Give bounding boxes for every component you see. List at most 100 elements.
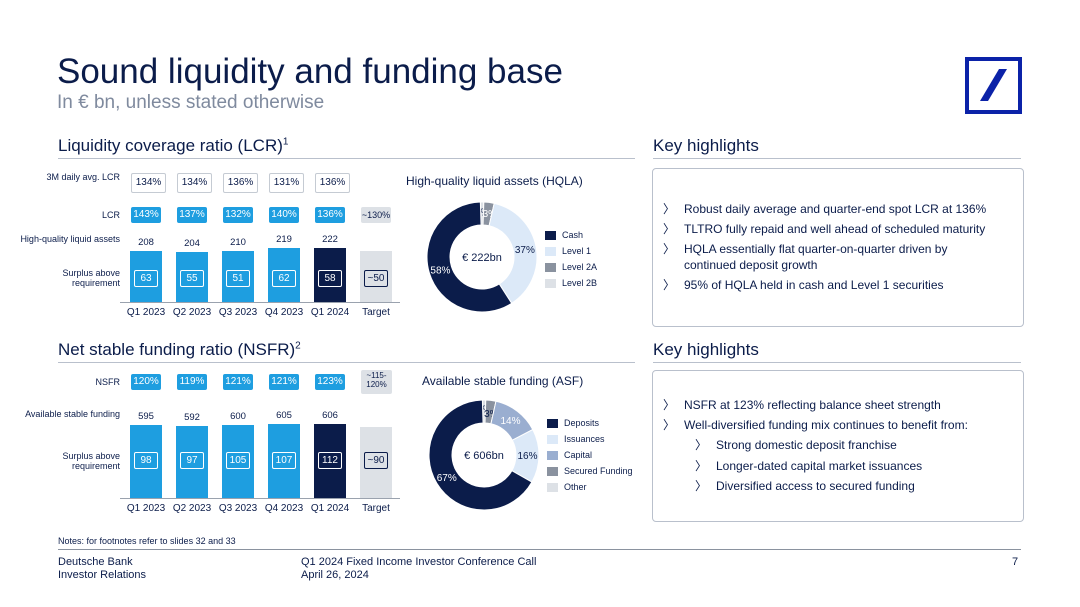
highlights-heading: Key highlights xyxy=(653,340,759,359)
x-tick-label: Q4 2023 xyxy=(264,503,304,514)
x-tick-label: Q2 2023 xyxy=(172,307,212,318)
bar xyxy=(222,250,254,302)
bar-value-label: 600 xyxy=(230,410,246,422)
hqla-donut-chart: 1%3% 37% 58% € 222bn xyxy=(426,201,538,313)
legend-label: Level 1 xyxy=(562,246,592,256)
donut-slice-label: 37% xyxy=(515,245,535,256)
lcr-heading-rule xyxy=(58,158,635,159)
surplus-value-box: 51 xyxy=(226,270,250,287)
donut-slice-label: 3% xyxy=(484,409,499,420)
highlight-item: 〉 HQLA essentially flat quarter-on-quarte… xyxy=(663,242,948,272)
chevron-right-icon: 〉 xyxy=(695,459,708,473)
donut-center-label: € 606bn xyxy=(464,450,504,462)
bar xyxy=(360,427,392,498)
legend-item: Issuances xyxy=(547,434,605,445)
legend-swatch xyxy=(545,231,556,241)
donut-slice-label: 67% xyxy=(437,473,457,484)
legend-label: Cash xyxy=(562,230,584,240)
hqla-title: High-quality liquid assets (HQLA) xyxy=(406,174,583,188)
asf-legend: Deposits Issuances Capital Secured Funding O… xyxy=(547,418,642,498)
nsfr-pill: 121% xyxy=(269,374,299,390)
x-tick-label: Q1 2023 xyxy=(126,307,166,318)
chevron-right-icon: 〉 xyxy=(663,202,676,216)
asf-title: Available stable funding (ASF) xyxy=(422,374,584,388)
highlight-item: 〉 NSFR at 123% reflecting balance sheet s… xyxy=(663,398,941,412)
lcr-pill: 136% xyxy=(315,207,345,223)
bar xyxy=(268,248,300,302)
surplus-value-box: 105 xyxy=(226,452,250,469)
nsfr-heading: Net stable funding ratio (NSFR)2 xyxy=(58,340,301,359)
donut-slice xyxy=(428,399,533,511)
x-axis-line xyxy=(120,302,400,303)
asf-donut-chart: 1%3%14% 16% 67% € 606bn xyxy=(428,399,540,511)
footer-org: Deutsche Bank Investor Relations xyxy=(58,556,147,581)
page-number: 7 xyxy=(1012,556,1019,568)
legend-label: Deposits xyxy=(564,418,600,428)
surplus-value-box: 107 xyxy=(272,452,296,469)
donut-center-label: € 222bn xyxy=(462,252,502,264)
bar xyxy=(176,252,208,302)
x-tick-label: Q1 2024 xyxy=(310,307,350,318)
chevron-right-icon: 〉 xyxy=(663,242,676,256)
legend-swatch xyxy=(545,279,556,289)
legend-swatch xyxy=(547,451,558,461)
donut-slice-label: 58% xyxy=(430,265,450,276)
nsfr-bar-chart xyxy=(0,0,1,1)
lcr-daily-avg-pill: 131% xyxy=(269,173,304,193)
legend-swatch xyxy=(547,483,558,493)
footer-rule xyxy=(58,549,1021,550)
highlight-item: 〉 Well-diversified funding mix continues … xyxy=(663,418,968,432)
page-title: Sound liquidity and funding base xyxy=(57,52,563,91)
bar xyxy=(314,424,346,498)
bar xyxy=(130,425,162,498)
surplus-value-box: 55 xyxy=(180,270,204,287)
legend-item: Other xyxy=(547,482,587,493)
row-label-surplus: Surplus above requirement xyxy=(62,451,120,471)
page-subtitle: In € bn, unless stated otherwise xyxy=(57,92,325,113)
legend-label: Issuances xyxy=(564,434,605,444)
highlights-box xyxy=(652,168,1024,327)
chevron-right-icon: 〉 xyxy=(663,418,676,432)
row-label-nsfr: NSFR xyxy=(95,377,121,387)
highlights-heading-rule xyxy=(653,158,1021,159)
surplus-value-box: 63 xyxy=(134,270,158,287)
highlights-heading-rule xyxy=(653,362,1021,363)
donut-slice xyxy=(488,202,538,305)
legend-item: Level 2A xyxy=(545,262,598,273)
highlight-subitem: 〉 Longer-dated capital market issuances xyxy=(695,459,923,473)
bar-value-label: 592 xyxy=(184,411,200,423)
row-label-hqla: High-quality liquid assets xyxy=(20,234,120,244)
row-label-lcr: LCR xyxy=(101,210,120,220)
legend-item: Cash xyxy=(545,230,584,241)
lcr-target-pill: ~130% xyxy=(361,207,391,223)
legend-swatch xyxy=(545,247,556,257)
x-tick-label: Q3 2023 xyxy=(218,307,258,318)
donut-slice xyxy=(426,201,513,313)
chevron-right-icon: 〉 xyxy=(663,398,676,412)
surplus-value-box: 112 xyxy=(318,452,342,469)
x-tick-label: Target xyxy=(362,503,390,514)
highlight-item: 〉 Robust daily average and quarter-end sp… xyxy=(663,202,987,216)
legend-item: Level 2B xyxy=(545,278,597,289)
bar-value-label: 210 xyxy=(230,236,246,248)
row-label-daily-avg: 3M daily avg. LCR xyxy=(46,172,120,182)
bar-value-label: 605 xyxy=(276,410,292,422)
lcr-daily-avg-pill: 136% xyxy=(223,173,258,193)
bar xyxy=(360,251,392,302)
surplus-value-box: 58 xyxy=(318,270,342,287)
nsfr-pill: 119% xyxy=(177,374,207,390)
bar-value-label: 219 xyxy=(276,234,292,246)
footer-event: Q1 2024 Fixed Income Investor Conference… xyxy=(301,556,537,581)
chevron-right-icon: 〉 xyxy=(663,222,676,236)
row-label-asf: Available stable funding xyxy=(25,409,120,419)
donut-slice-label: 1% xyxy=(477,405,492,416)
legend-label: Level 2A xyxy=(562,262,598,272)
legend-label: Capital xyxy=(564,450,593,460)
highlights-box xyxy=(652,370,1024,522)
legend-swatch xyxy=(547,435,558,445)
hqla-legend: Cash Level 1 Level 2A Level 2B xyxy=(545,230,635,300)
chevron-right-icon: 〉 xyxy=(663,278,676,292)
nsfr-heading-rule xyxy=(58,362,635,363)
x-tick-label: Q2 2023 xyxy=(172,503,212,514)
highlight-subitem: 〉 Diversified access to secured funding xyxy=(695,479,915,493)
